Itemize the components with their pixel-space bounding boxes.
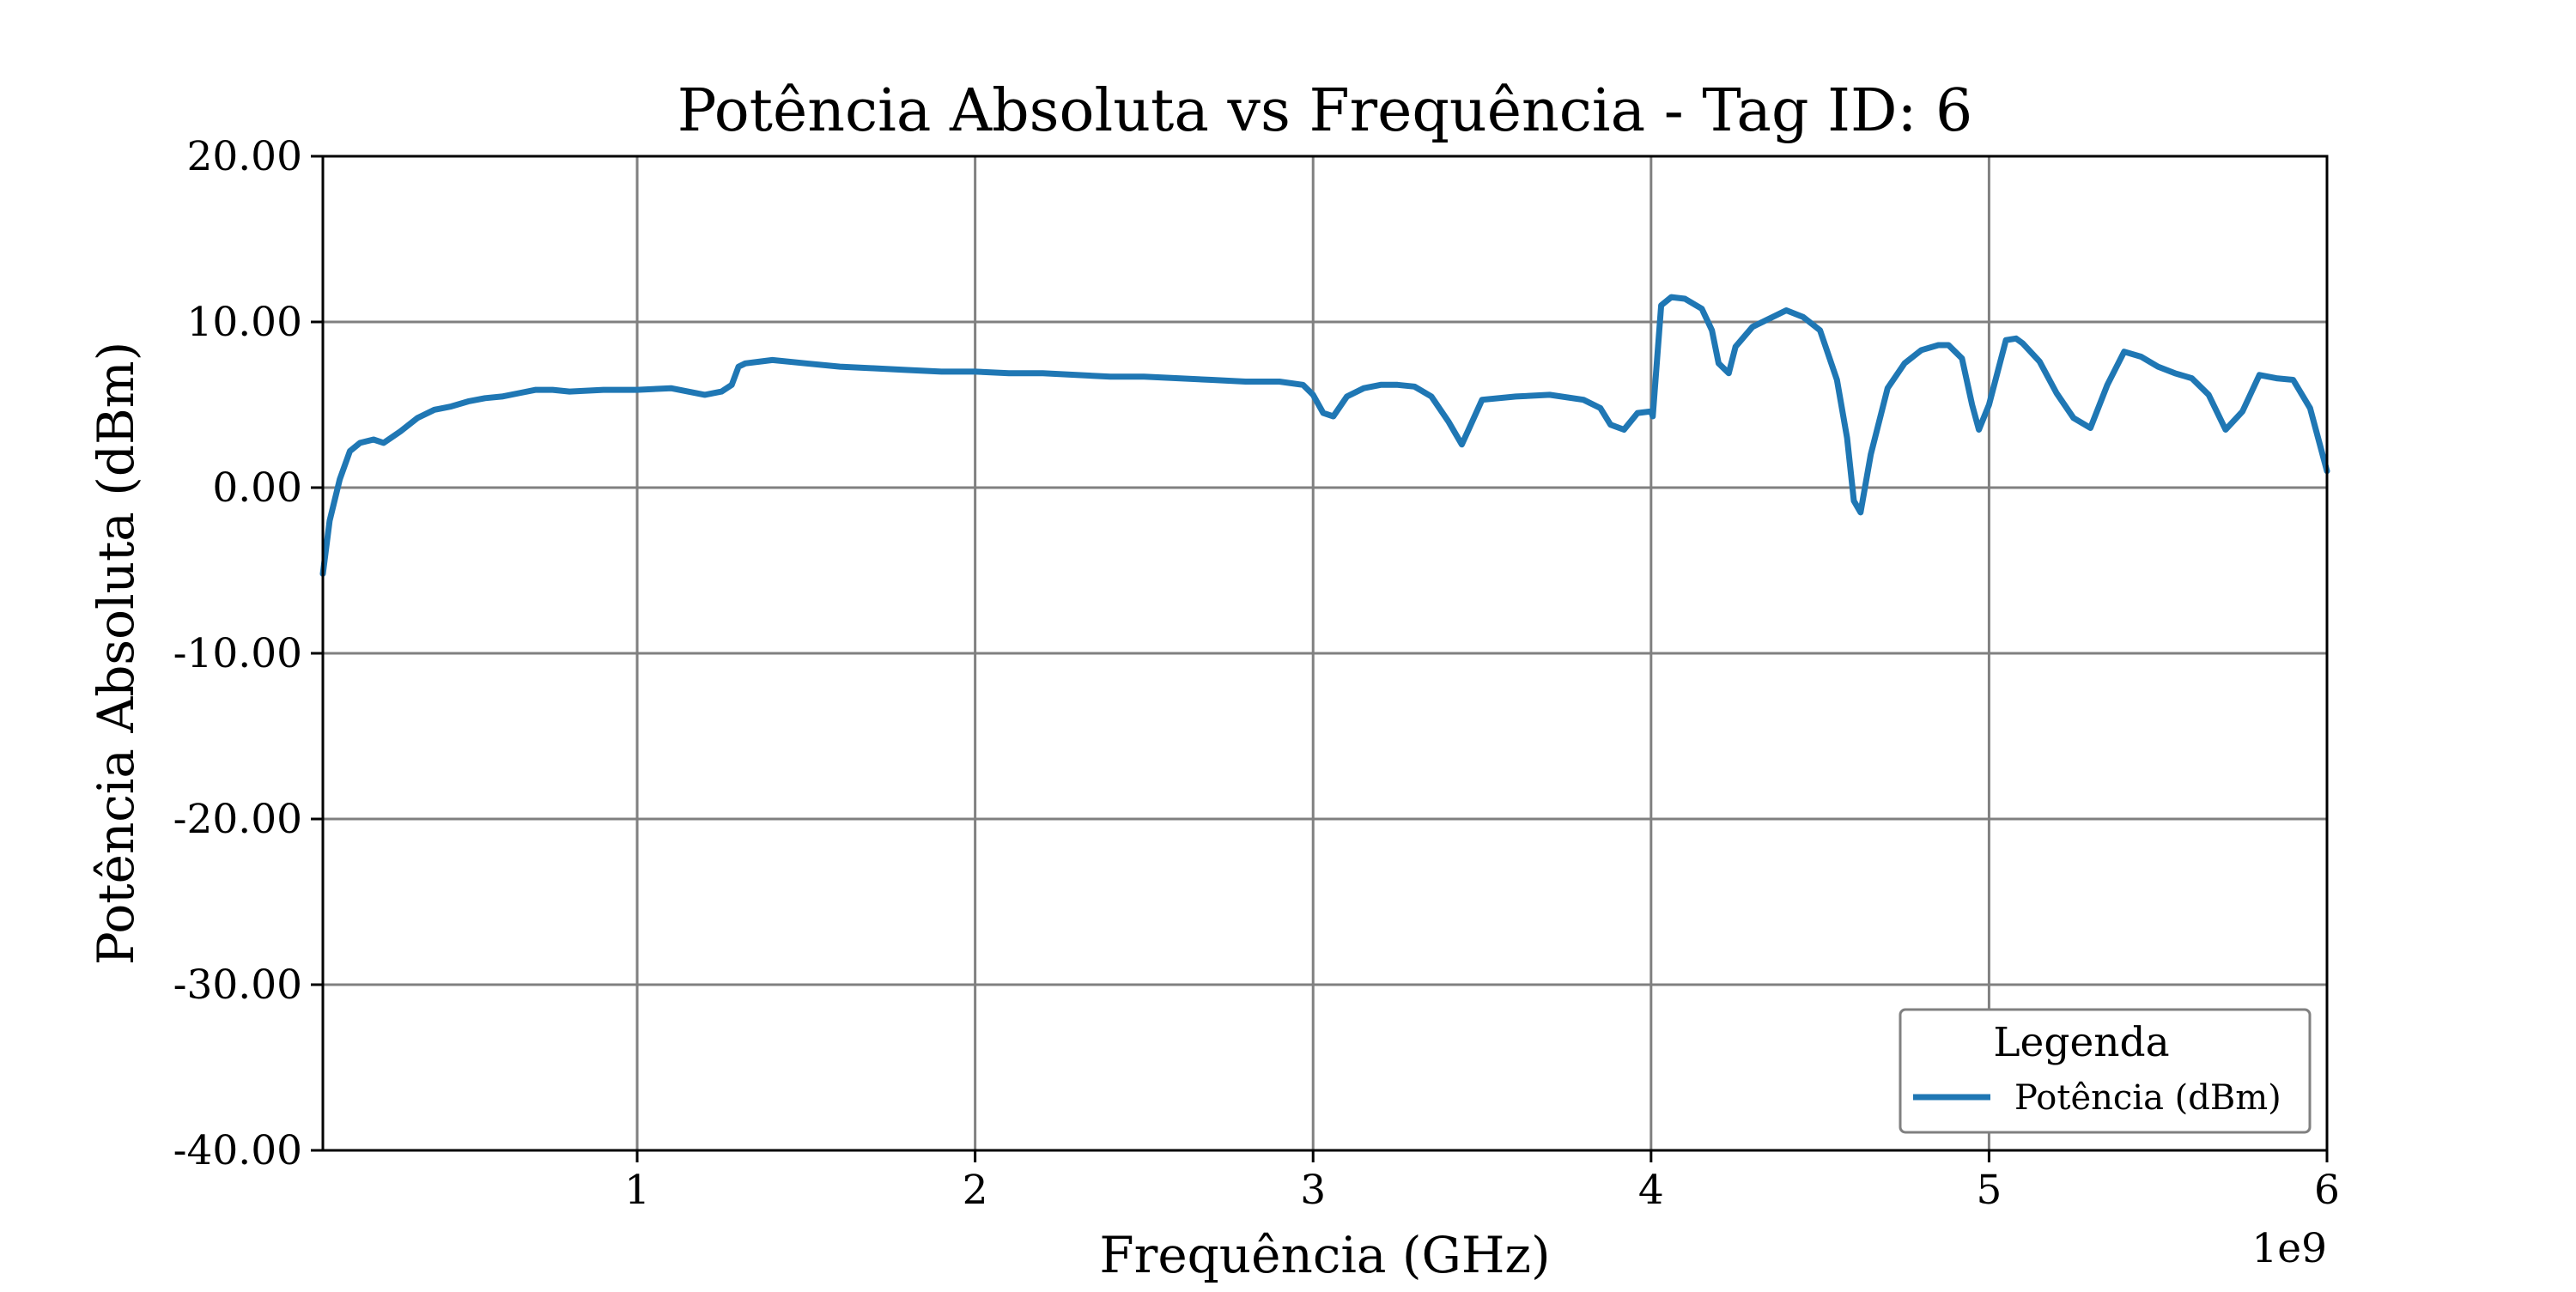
chart-title: Potência Absoluta vs Frequência - Tag ID… (677, 77, 1973, 145)
y-axis-label: Potência Absoluta (dBm) (87, 342, 145, 966)
x-tick-label: 4 (1638, 1167, 1664, 1214)
legend-title: Legenda (1993, 1019, 2169, 1066)
y-tick-label: 10.00 (186, 299, 302, 346)
y-tick-label: -40.00 (173, 1127, 302, 1174)
legend: Legenda Potência (dBm) (1899, 1008, 2312, 1134)
x-axis-label: Frequência (GHz) (1099, 1226, 1550, 1284)
legend-entry-potencia: Potência (dBm) (2014, 1078, 2281, 1118)
x-axis-offset-label: 1e9 (2251, 1225, 2327, 1272)
x-tick-label: 6 (2314, 1167, 2340, 1214)
x-tick-label: 5 (1976, 1167, 2002, 1214)
y-tick-label: -20.00 (173, 796, 302, 843)
series-line-potencia (319, 294, 2330, 577)
legend-box (1899, 1008, 2312, 1134)
x-tick-label: 1 (624, 1167, 650, 1214)
plot-area (319, 294, 2330, 577)
y-tick-label: 20.00 (186, 133, 302, 180)
y-tick-label: -30.00 (173, 961, 302, 1009)
x-tick-label: 3 (1300, 1167, 1326, 1214)
y-tick-label: 0.00 (212, 464, 302, 512)
x-tick-label: 2 (963, 1167, 988, 1214)
y-tick-label: -10.00 (173, 630, 302, 677)
ticks: 1 2 3 4 5 6 20.00 10.00 0.00 -10.00 -20.00 -30.00 -4… (173, 133, 2340, 1214)
